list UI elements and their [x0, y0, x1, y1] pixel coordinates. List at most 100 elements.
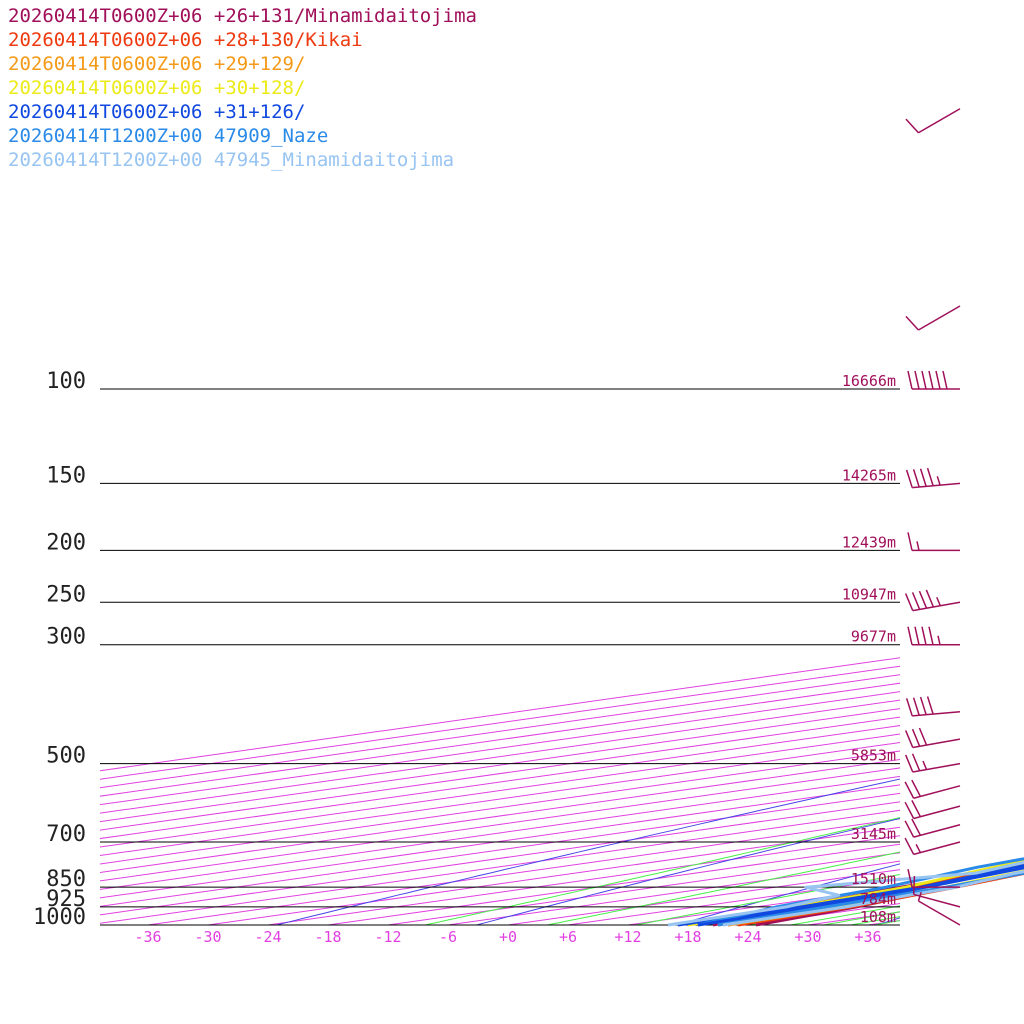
temperature-profile-line	[697, 866, 1024, 927]
isotherm-line	[747, 903, 900, 925]
dewpoint-profile-line	[677, 863, 1024, 927]
wind-barb-feather	[912, 469, 920, 488]
wind-barb-feather	[928, 370, 934, 390]
legend-entry: 20260414T0600Z+06 +26+131/Minamidaitojim…	[8, 5, 477, 27]
pressure-label: 500	[46, 744, 86, 769]
wind-barb	[905, 696, 961, 717]
wind-barb-feather	[919, 696, 927, 715]
height-label: 5853m	[851, 747, 896, 765]
height-label: 16666m	[842, 372, 896, 390]
wind-barb	[904, 727, 961, 749]
wind-barb	[904, 779, 961, 799]
temperature-tick-label: -30	[194, 928, 221, 946]
wind-barb-feather	[904, 801, 915, 819]
wind-barb-feather	[912, 697, 920, 716]
wind-barb-feather	[911, 728, 921, 747]
wind-barb	[907, 626, 960, 646]
wind-barb-half-feather	[915, 844, 922, 853]
wind-barb	[905, 305, 961, 331]
wind-barb-staff	[913, 823, 961, 838]
pressure-label: 150	[46, 463, 86, 488]
height-label: 108m	[860, 908, 896, 926]
wind-barb-staff	[912, 710, 961, 717]
isotherm-line	[100, 733, 900, 848]
wind-barb	[904, 753, 961, 773]
wind-barb-feather	[911, 800, 922, 818]
wind-barb-staff	[913, 785, 961, 799]
wind-barb-feather	[919, 468, 927, 487]
wind-barb-feather	[907, 626, 913, 645]
isotherm-line	[100, 742, 900, 857]
isotherm-line	[100, 665, 900, 780]
wind-barb-feather	[904, 820, 915, 838]
wind-barb-feather	[904, 781, 915, 799]
isotherm-line	[687, 894, 900, 925]
wind-barb-feather	[907, 532, 913, 551]
wind-barb	[912, 875, 961, 908]
wind-barb-feather	[911, 818, 922, 836]
wind-barb-feather	[912, 875, 916, 895]
wind-barb-feather	[911, 592, 921, 610]
chart-legend: 20260414T0600Z+06 +26+131/Minamidaitojim…	[8, 4, 477, 172]
dewpoint-profile-line	[697, 857, 1024, 927]
isotherm-line	[100, 716, 900, 831]
wind-barb	[904, 800, 961, 820]
wind-barb-staff	[912, 482, 961, 489]
legend-entry: 20260414T1200Z+00 47909_Naze	[8, 125, 329, 147]
legend-entry: 20260414T0600Z+06 +28+130/Kikai	[8, 29, 363, 51]
isotherm-line	[100, 674, 900, 789]
temperature-tick-label: +30	[794, 928, 821, 946]
wind-barb	[904, 589, 961, 612]
isotherm-grid	[100, 0, 1024, 925]
isotherm-line	[387, 852, 900, 925]
temperature-tick-label: -6	[439, 928, 457, 946]
height-label: 14265m	[842, 466, 896, 484]
wind-barb-feather	[935, 370, 941, 390]
isotherm-line	[100, 767, 900, 882]
wind-barb	[905, 108, 961, 134]
temperature-tick-label: -12	[374, 928, 401, 946]
isotherm-line	[627, 886, 900, 925]
legend-entry: 20260414T0600Z+06 +31+126/	[8, 101, 306, 123]
height-label: 784m	[860, 890, 896, 908]
wind-barb-feather	[925, 589, 935, 608]
wind-barb-feather	[904, 730, 914, 748]
dewpoint-profile-line	[667, 860, 1024, 927]
temperature-tick-label: -36	[134, 928, 161, 946]
wind-barb-feather	[907, 869, 913, 888]
legend-entry: 20260414T1200Z+00 47945_Minamidaitojima	[8, 149, 455, 171]
isotherm-line	[100, 750, 900, 865]
temperature-profile-line	[755, 871, 1024, 927]
isotherm-line	[507, 869, 900, 925]
sounding-series	[667, 857, 1024, 927]
wind-barb-half-feather	[936, 476, 941, 486]
height-label: 12439m	[842, 533, 896, 551]
isotherm-line	[928, 0, 1024, 925]
temperature-tick-label: +6	[559, 928, 577, 946]
pressure-label: 850	[46, 867, 86, 892]
isotherm-line	[100, 725, 900, 840]
wind-barb-staff	[912, 762, 961, 773]
wind-barb	[907, 532, 960, 552]
wind-barb-feather	[921, 626, 927, 645]
wind-barb-half-feather	[917, 891, 922, 902]
height-label: 10947m	[842, 585, 896, 603]
isotherm-line	[807, 911, 900, 925]
wind-barb	[904, 818, 961, 838]
temperature-tick-label: +18	[674, 928, 701, 946]
wind-barb-feather	[918, 590, 928, 609]
height-label: 3145m	[851, 825, 896, 843]
moist-adiabat-line	[424, 816, 900, 925]
wind-barb-feather	[905, 469, 913, 488]
legend-entry: 20260414T0600Z+06 +30+128/	[8, 77, 306, 99]
isotherm-line	[100, 699, 900, 814]
wind-barbs	[904, 108, 961, 926]
isotherm-line	[100, 758, 900, 873]
pressure-label: 250	[46, 582, 86, 607]
wind-barb-staff	[912, 738, 961, 749]
wind-barb-feather	[914, 626, 920, 645]
temperature-tick-label: +24	[734, 928, 761, 946]
wind-barb-feather	[942, 370, 948, 390]
temperature-tick-label: +36	[854, 928, 881, 946]
wind-barb-staff	[918, 900, 961, 926]
